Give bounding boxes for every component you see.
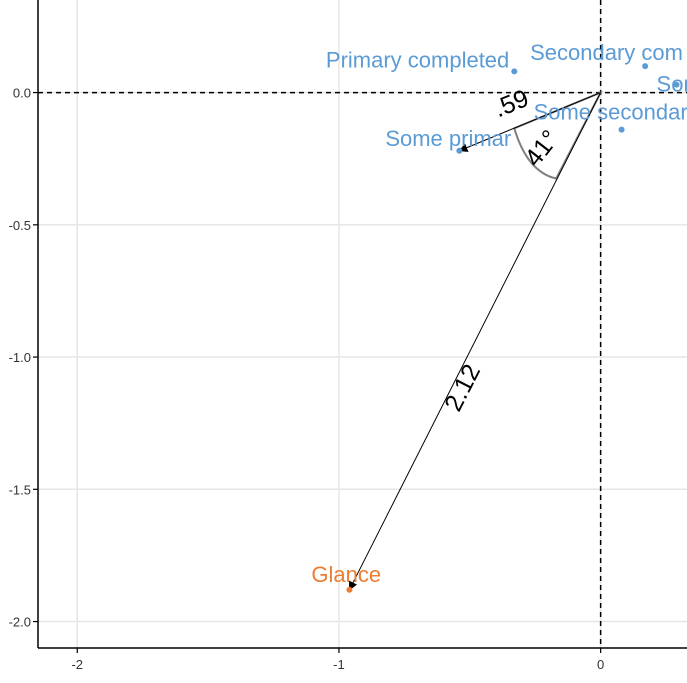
point-3 [456,147,463,154]
y-tick-label-1: -0.5 [9,218,31,233]
point-0 [511,68,518,75]
tick-labels: -2 -1 0 0.0 -0.5 -1.0 -1.5 -2.0 [9,86,605,672]
vector-label-1: 2.12 [439,360,486,416]
point-1 [642,63,649,70]
point-label-0: Primary completed [326,47,509,72]
zero-reference-lines [38,0,687,648]
vector-label-0: .59 [490,84,533,123]
vectors: .59 2.12 [348,84,602,591]
x-tick-label-2: 0 [597,657,604,672]
y-tick-label-0: 0.0 [13,86,31,101]
point-label-3: Some primar [385,126,511,151]
angle-wedge [513,90,603,180]
point-label-1: Secondary com [530,40,683,65]
x-tick-label-1: -1 [333,657,345,672]
vector-0 [458,92,601,152]
y-tick-label-2: -1.0 [9,350,31,365]
point-4 [618,126,625,133]
point-label-5: Glance [311,562,381,587]
vector-1 [348,92,602,591]
point-label-2: Som [657,72,687,97]
point-5 [346,586,353,593]
angle-label: 41° [519,125,564,172]
x-tick-label-0: -2 [71,657,83,672]
y-tick-label-4: -2.0 [9,615,31,630]
point-2 [673,81,680,88]
data-points: Primary completed Secondary com Som Some pr… [311,40,687,593]
y-tick-label-3: -1.5 [9,482,31,497]
point-label-4: Some secondar [534,100,687,125]
axes [33,0,687,653]
